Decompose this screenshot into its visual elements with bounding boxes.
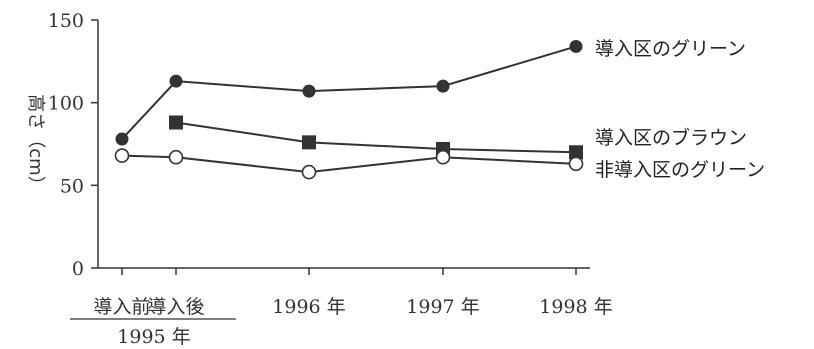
- data-point: [115, 132, 129, 146]
- x-group-label: 1995 年: [117, 326, 190, 348]
- series-label: 導入区のブラウン: [595, 126, 747, 149]
- x-tick-label: 1998 年: [539, 296, 612, 318]
- y-ticks: 0 50 100 150: [48, 10, 98, 280]
- data-point: [169, 115, 183, 130]
- series: 導入区のグリーン: [115, 38, 746, 146]
- data-point: [569, 39, 583, 53]
- data-point: [168, 149, 184, 165]
- y-tick-label: 100: [48, 93, 84, 115]
- x-tick-label: 1996 年: [272, 296, 345, 318]
- data-point: [568, 156, 584, 172]
- data-point: [436, 79, 450, 93]
- y-tick-label: 0: [72, 258, 84, 280]
- series-line: [175, 121, 577, 154]
- y-tick-label: 150: [48, 10, 84, 32]
- data-point: [569, 145, 583, 160]
- y-axis-label: 高さ（cm）: [25, 94, 46, 193]
- series-line: [121, 154, 577, 174]
- data-point: [302, 135, 316, 150]
- data-point: [302, 84, 316, 98]
- y-tick-label: 50: [60, 175, 84, 197]
- data-point: [301, 164, 317, 180]
- series-label: 導入区のグリーン: [595, 38, 746, 60]
- data-point: [169, 74, 183, 88]
- x-tick-label: 1997 年: [406, 296, 479, 318]
- series-label: 非導入区のグリーン: [595, 159, 765, 181]
- data-point: [114, 148, 130, 163]
- series: 非導入区のグリーン: [114, 148, 765, 181]
- x-tick-label: 導入後: [147, 296, 204, 318]
- data-point: [435, 149, 451, 165]
- series: 導入区のブラウン: [169, 115, 747, 160]
- x-tick-label: 導入前: [93, 296, 150, 318]
